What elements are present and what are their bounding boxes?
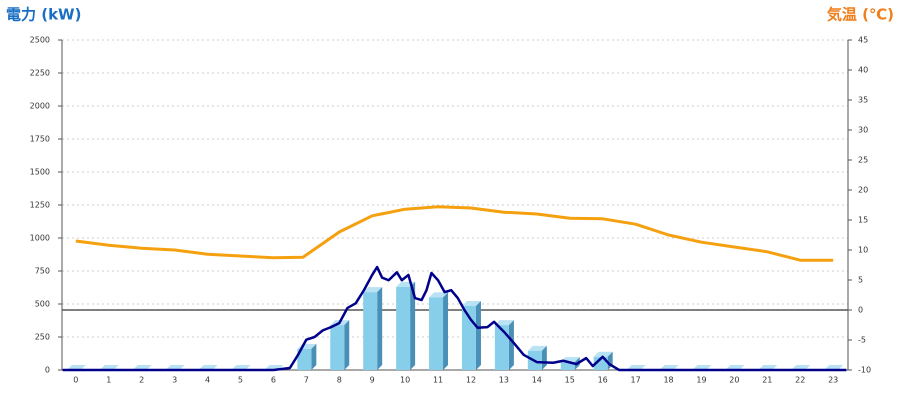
- y2-tick-label: 10: [858, 246, 868, 255]
- bar: [560, 362, 575, 370]
- x-tick-label: 4: [205, 376, 210, 385]
- x-tick-label: 16: [598, 376, 608, 385]
- x-tick-label: 5: [238, 376, 243, 385]
- y-tick-label: 1250: [30, 201, 50, 210]
- x-tick-label: 21: [762, 376, 772, 385]
- bar-top: [593, 351, 613, 357]
- x-tick-label: 6: [271, 376, 276, 385]
- right-axis-title: 気温 (℃): [827, 6, 894, 24]
- bar-side: [344, 320, 350, 370]
- y-tick-label: 2000: [30, 102, 50, 111]
- x-tick-label: 9: [370, 376, 375, 385]
- y-tick-label: 750: [35, 267, 50, 276]
- x-tick-label: 1: [106, 376, 111, 385]
- power-line: [62, 265, 847, 372]
- bar: [396, 286, 411, 370]
- x-tick-label: 14: [532, 376, 542, 385]
- left-axis-title: 電力 (kW): [6, 6, 81, 24]
- bar: [297, 348, 312, 370]
- y2-tick-label: -5: [858, 336, 866, 345]
- y-tick-label: 1000: [30, 234, 50, 243]
- y-tick-label: 500: [35, 300, 50, 309]
- bar-side: [311, 343, 317, 370]
- x-tick-label: 0: [73, 376, 78, 385]
- y2-tick-label: 0: [858, 306, 863, 315]
- bar-side: [410, 281, 416, 370]
- bar-side: [443, 292, 449, 370]
- bar-side: [508, 320, 514, 370]
- bar: [363, 292, 378, 370]
- bar: [494, 325, 509, 370]
- bar-top: [527, 345, 547, 351]
- x-tick-label: 10: [400, 376, 410, 385]
- bar-side: [541, 345, 547, 370]
- bar: [429, 297, 444, 370]
- y2-tick-label: 5: [858, 276, 863, 285]
- y-tick-label: 1500: [30, 168, 50, 177]
- y2-tick-label: 25: [858, 156, 868, 165]
- y2-tick-label: 20: [858, 186, 868, 195]
- y-tick-label: 0: [45, 366, 50, 375]
- y2-tick-label: 35: [858, 96, 868, 105]
- x-tick-label: 12: [466, 376, 476, 385]
- x-tick-label: 8: [337, 376, 342, 385]
- bar-side: [377, 287, 383, 370]
- y-tick-label: 1750: [30, 135, 50, 144]
- x-tick-label: 19: [696, 376, 706, 385]
- y-tick-label: 2250: [30, 69, 50, 78]
- y2-tick-label: 30: [858, 126, 868, 135]
- x-tick-label: 20: [729, 376, 739, 385]
- bar-top: [363, 287, 383, 293]
- x-tick-label: 11: [433, 376, 443, 385]
- bar-top: [461, 300, 481, 306]
- y2-tick-label: 45: [858, 36, 868, 45]
- bar-top: [494, 320, 514, 326]
- x-tick-label: 2: [139, 376, 144, 385]
- bar-side: [475, 300, 481, 370]
- bar-top: [429, 292, 449, 298]
- x-tick-label: 7: [304, 376, 309, 385]
- x-tick-label: 22: [795, 376, 805, 385]
- x-tick-label: 23: [828, 376, 838, 385]
- y-tick-label: 2500: [30, 36, 50, 45]
- bar: [330, 325, 345, 370]
- y2-tick-label: -10: [858, 366, 871, 375]
- y2-tick-label: 15: [858, 216, 868, 225]
- temperature-line: [75, 205, 834, 262]
- x-tick-label: 18: [663, 376, 673, 385]
- y-tick-label: 250: [35, 333, 50, 342]
- x-tick-label: 13: [499, 376, 509, 385]
- x-tick-label: 17: [631, 376, 641, 385]
- x-tick-label: 3: [172, 376, 177, 385]
- x-tick-label: 15: [565, 376, 575, 385]
- y2-tick-label: 40: [858, 66, 868, 75]
